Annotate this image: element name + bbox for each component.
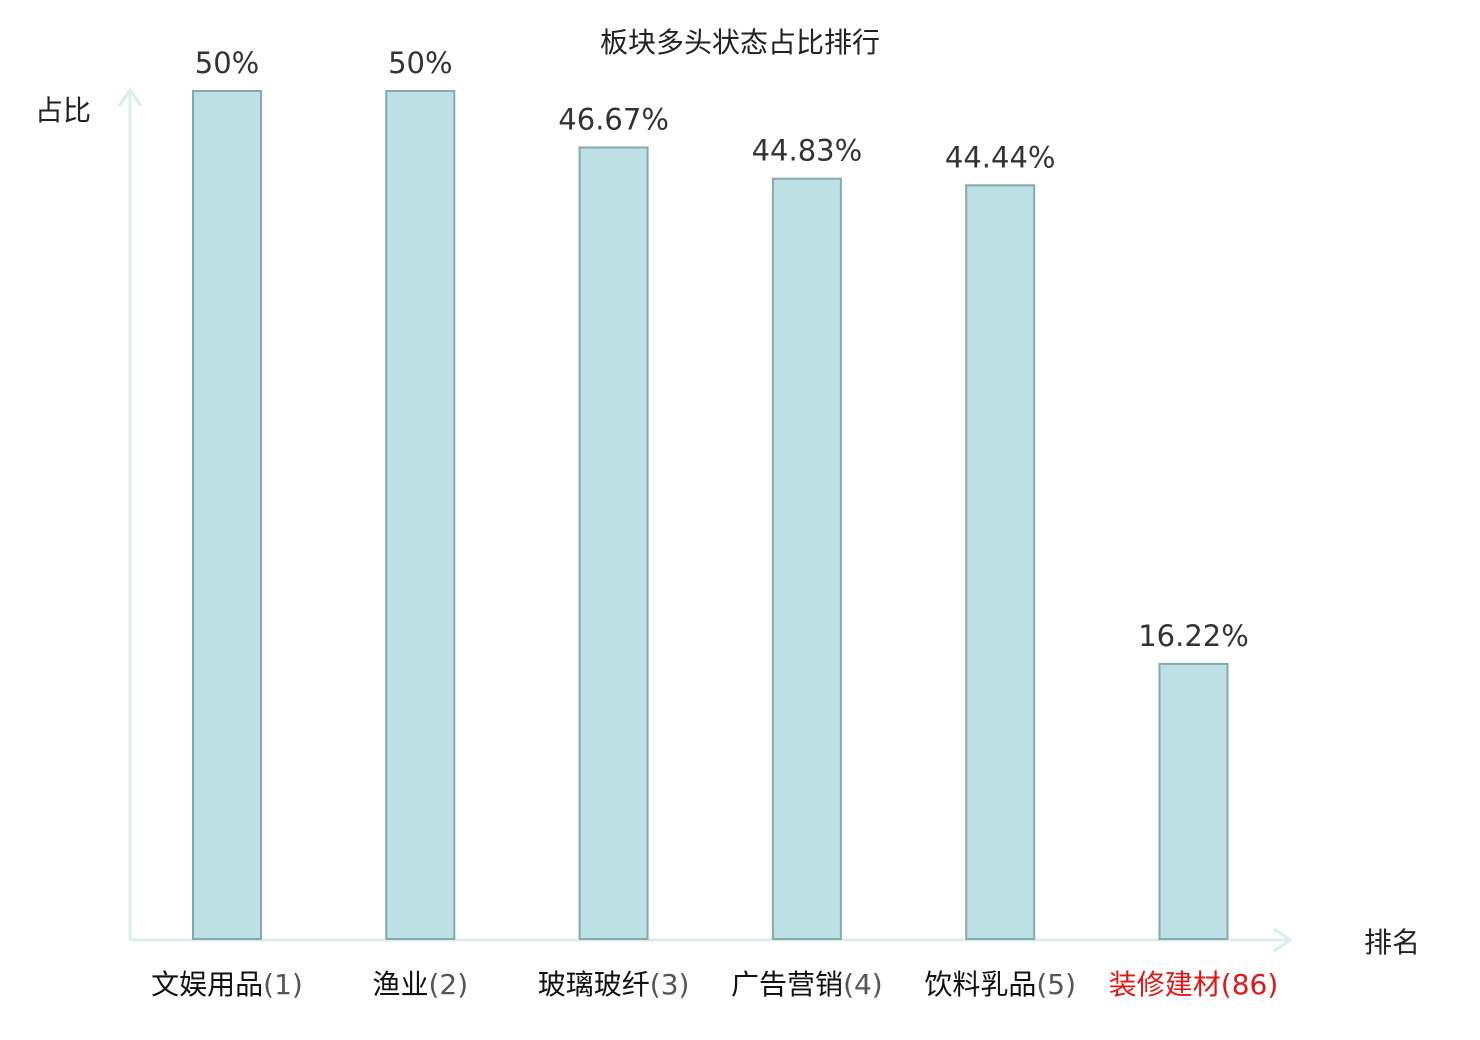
x-tick-label: 文娱用品(1) — [151, 968, 303, 1001]
x-tick-rank: (2) — [428, 968, 468, 1001]
bar — [578, 146, 649, 940]
x-tick-label: 玻璃玻纤(3) — [538, 968, 690, 1001]
x-tick-rank: (3) — [650, 968, 690, 1001]
chart-title: 板块多头状态占比排行 — [600, 26, 880, 59]
bar-value-label: 50% — [195, 46, 259, 80]
x-tick-label: 饮料乳品(5) — [924, 968, 1076, 1001]
x-tick-label: 广告营销(4) — [731, 968, 883, 1001]
bar-value-label: 46.67% — [558, 102, 669, 136]
x-tick-category-name: 装修建材 — [1109, 968, 1221, 1001]
bar-value-label: 44.83% — [752, 134, 863, 168]
y-axis-arrow-icon — [117, 87, 143, 107]
value-labels: 50% 50% 46.67% 44.83% 44.44% 16.22% — [195, 46, 1249, 653]
bar — [771, 177, 842, 940]
x-tick-rank: (5) — [1036, 968, 1076, 1001]
x-tick-rank: (4) — [843, 968, 883, 1001]
y-axis — [117, 87, 143, 940]
x-tick-category-name: 渔业 — [372, 968, 428, 1001]
x-tick-rank: (86) — [1221, 968, 1278, 1001]
x-tick-rank: (1) — [263, 968, 303, 1001]
x-tick-category-name: 广告营销 — [731, 968, 843, 1001]
x-axis — [130, 927, 1293, 953]
bar-value-label: 50% — [388, 46, 452, 80]
x-tick-category-name: 文娱用品 — [151, 968, 263, 1001]
x-tick-label: 装修建材(86) — [1109, 968, 1279, 1001]
x-axis-arrow-icon — [1273, 927, 1293, 953]
bar — [385, 90, 456, 940]
x-axis-label: 排名 — [1364, 926, 1420, 959]
bar — [1158, 662, 1229, 940]
x-tick-labels: 文娱用品(1) 渔业(2) 玻璃玻纤(3) 广告营销(4) 饮料乳品(5) 装修建材(86… — [151, 968, 1278, 1001]
y-axis-label: 占比 — [35, 94, 91, 127]
bar-value-label: 16.22% — [1138, 619, 1249, 653]
x-tick-category-name: 饮料乳品 — [924, 968, 1036, 1001]
x-tick-category-name: 玻璃玻纤 — [538, 968, 650, 1001]
bar — [965, 184, 1036, 940]
bar-value-label: 44.44% — [945, 140, 1056, 174]
bars — [192, 90, 1229, 940]
x-tick-label: 渔业(2) — [372, 968, 468, 1001]
bar — [192, 90, 262, 940]
